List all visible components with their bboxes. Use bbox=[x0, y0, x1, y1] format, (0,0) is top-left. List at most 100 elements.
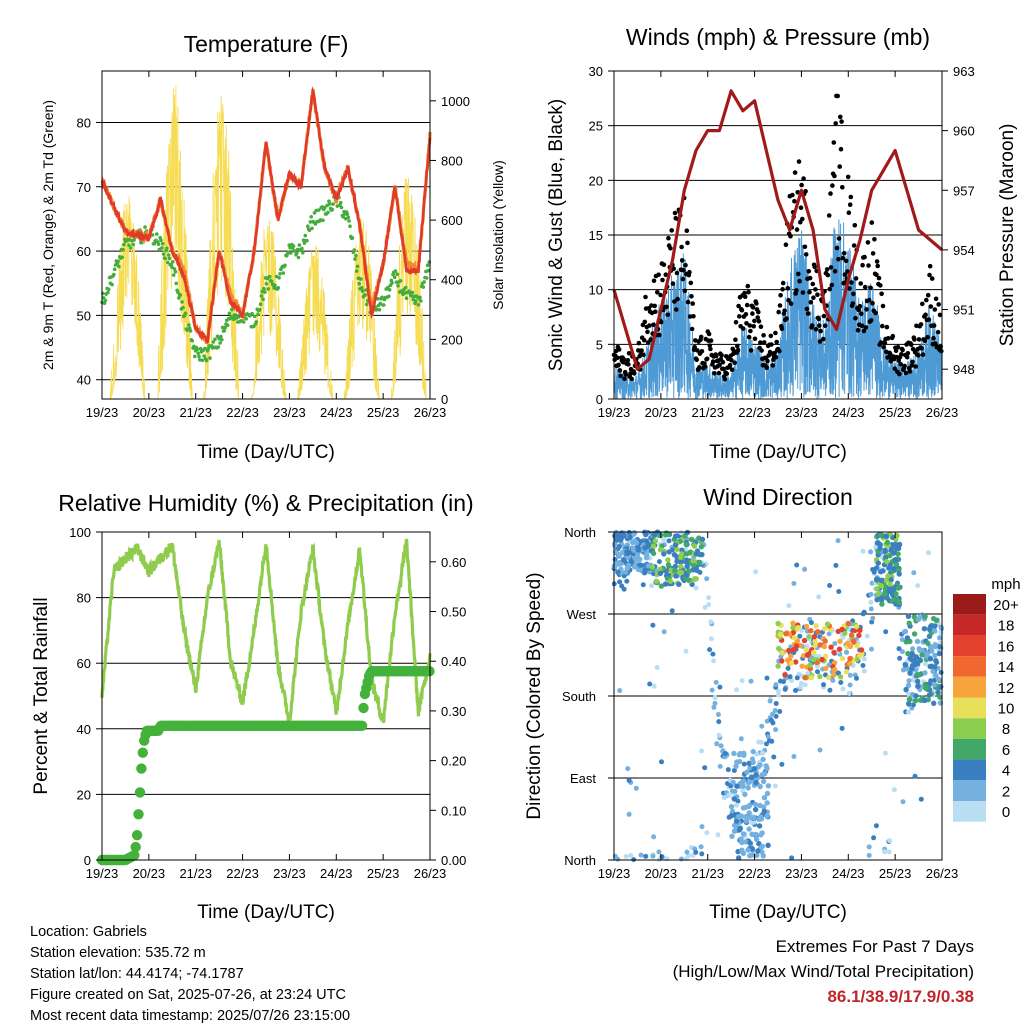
gust-point bbox=[783, 242, 789, 247]
direction-point bbox=[612, 542, 618, 548]
direction-point bbox=[860, 663, 866, 668]
gust-point bbox=[641, 352, 646, 358]
gust-point bbox=[836, 256, 841, 262]
dewpoint-point bbox=[195, 347, 200, 352]
dewpoint-point bbox=[289, 251, 293, 255]
dewpoint-point bbox=[220, 338, 224, 342]
gust-point bbox=[905, 351, 911, 356]
direction-point bbox=[910, 677, 916, 683]
gust-point bbox=[661, 262, 667, 268]
direction-point bbox=[938, 624, 944, 630]
gust-point bbox=[807, 289, 812, 295]
dewpoint-point bbox=[350, 236, 355, 240]
direction-point bbox=[707, 647, 713, 653]
dewpoint-point bbox=[346, 215, 351, 220]
gust-point bbox=[817, 339, 823, 344]
direction-point bbox=[785, 657, 791, 663]
gust-point bbox=[690, 301, 695, 306]
direction-point bbox=[900, 799, 906, 805]
direction-point bbox=[833, 562, 839, 568]
dewpoint-point bbox=[161, 252, 166, 256]
dewpoint-point bbox=[341, 215, 346, 219]
direction-point bbox=[635, 547, 642, 553]
gust-point bbox=[680, 276, 686, 282]
gust-point bbox=[722, 376, 728, 382]
dewpoint-point bbox=[300, 246, 304, 251]
station-pressure-line bbox=[612, 89, 944, 371]
direction-point bbox=[931, 700, 937, 706]
gust-point bbox=[927, 263, 933, 269]
direction-point bbox=[753, 836, 760, 843]
direction-point bbox=[764, 800, 770, 806]
temperature-xtick-label: 24/23 bbox=[320, 405, 353, 420]
gust-point bbox=[842, 272, 848, 277]
gust-point bbox=[810, 281, 816, 287]
direction-point bbox=[917, 697, 924, 703]
legend-swatch bbox=[953, 635, 986, 657]
gust-point bbox=[784, 316, 789, 321]
gust-point bbox=[641, 337, 647, 343]
direction-point bbox=[878, 583, 885, 589]
gust-point bbox=[679, 258, 685, 263]
dewpoint-point bbox=[283, 263, 287, 268]
gust-point bbox=[821, 336, 826, 342]
direction-point bbox=[672, 542, 679, 548]
direction-point bbox=[773, 682, 779, 688]
direction-point bbox=[721, 795, 727, 801]
legend-label: 8 bbox=[1002, 721, 1010, 738]
dewpoint-point bbox=[193, 354, 197, 359]
direction-title: Wind Direction bbox=[703, 484, 853, 510]
direction-point bbox=[871, 835, 877, 841]
gust-point bbox=[647, 323, 652, 328]
dewpoint-point bbox=[357, 281, 362, 286]
direction-point bbox=[783, 631, 789, 637]
direction-point bbox=[754, 751, 760, 757]
dewpoint-point bbox=[377, 308, 382, 312]
gust-point bbox=[847, 286, 852, 291]
direction-xtick-label: 23/23 bbox=[785, 866, 818, 881]
humidity-ytick-label-right: 0.30 bbox=[441, 704, 466, 719]
gust-point bbox=[702, 364, 708, 370]
gust-point bbox=[719, 353, 724, 358]
gust-point bbox=[935, 329, 941, 335]
dewpoint-point bbox=[365, 302, 369, 307]
direction-point bbox=[664, 856, 670, 862]
direction-point bbox=[801, 637, 808, 644]
direction-point bbox=[769, 738, 775, 744]
gust-point bbox=[744, 321, 749, 326]
rh-line bbox=[100, 538, 432, 725]
gust-point bbox=[815, 292, 820, 298]
dewpoint-point bbox=[330, 207, 335, 212]
direction-point bbox=[785, 665, 791, 671]
direction-point bbox=[828, 644, 834, 650]
direction-point bbox=[643, 853, 649, 859]
direction-point bbox=[803, 647, 809, 653]
dewpoint-point bbox=[347, 219, 351, 223]
direction-point bbox=[878, 577, 885, 583]
precip-point bbox=[133, 809, 144, 820]
gust-point bbox=[939, 348, 944, 354]
winds-xtick-label: 26/23 bbox=[926, 405, 959, 420]
direction-point bbox=[824, 621, 831, 627]
gust-point bbox=[780, 287, 785, 292]
direction-point bbox=[740, 850, 747, 856]
direction-point bbox=[884, 539, 891, 546]
direction-point bbox=[690, 567, 696, 573]
gust-point bbox=[776, 309, 781, 315]
direction-point bbox=[837, 638, 843, 644]
gust-point bbox=[909, 363, 915, 368]
dewpoint-point bbox=[101, 296, 106, 300]
dewpoint-point bbox=[425, 263, 430, 268]
direction-ytick-label: South bbox=[562, 689, 596, 704]
direction-point bbox=[620, 557, 627, 563]
direction-point bbox=[734, 759, 740, 765]
direction-point bbox=[929, 648, 935, 654]
direction-point bbox=[729, 788, 735, 794]
direction-point bbox=[887, 838, 893, 844]
legend-label: 6 bbox=[1002, 742, 1010, 759]
direction-point bbox=[887, 553, 893, 559]
winds-plot-area bbox=[611, 89, 944, 400]
gust-point bbox=[772, 350, 777, 356]
direction-point bbox=[882, 849, 887, 855]
